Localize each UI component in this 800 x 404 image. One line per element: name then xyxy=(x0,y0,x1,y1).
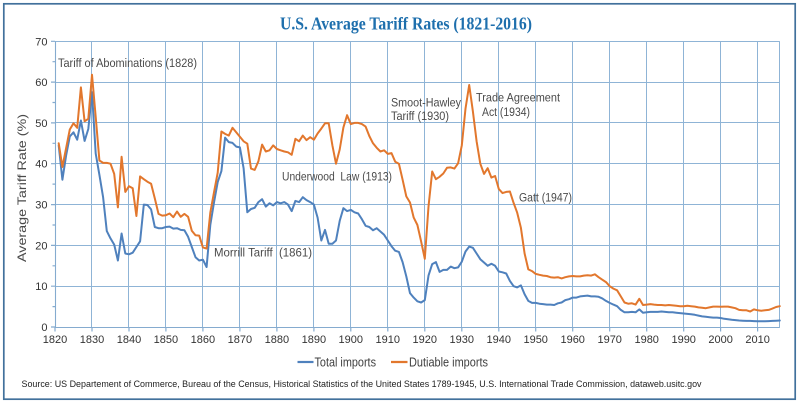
svg-text:1940: 1940 xyxy=(487,334,511,346)
svg-text:70: 70 xyxy=(35,36,47,48)
svg-text:1930: 1930 xyxy=(450,334,474,346)
svg-text:Morrill Tariff (1861): Morrill Tariff (1861) xyxy=(214,246,312,260)
svg-text:1880: 1880 xyxy=(265,334,289,346)
svg-text:1950: 1950 xyxy=(523,334,547,346)
svg-text:1830: 1830 xyxy=(80,334,104,346)
svg-text:1890: 1890 xyxy=(302,334,326,346)
svg-text:50: 50 xyxy=(35,118,47,130)
svg-text:30: 30 xyxy=(35,200,47,212)
svg-text:Total imports: Total imports xyxy=(315,355,377,369)
svg-text:1840: 1840 xyxy=(117,334,141,346)
svg-text:1870: 1870 xyxy=(228,334,252,346)
svg-text:2000: 2000 xyxy=(708,334,732,346)
svg-text:Underwood Law (1913): Underwood Law (1913) xyxy=(282,170,392,184)
svg-text:1920: 1920 xyxy=(413,334,437,346)
svg-text:1970: 1970 xyxy=(597,334,621,346)
svg-text:20: 20 xyxy=(35,240,47,252)
svg-text:1820: 1820 xyxy=(43,334,67,346)
svg-text:Dutiable imports: Dutiable imports xyxy=(409,355,488,369)
svg-text:Trade Agreement: Trade Agreement xyxy=(476,91,561,105)
svg-text:1990: 1990 xyxy=(671,334,695,346)
svg-text:U.S. Average Tariff Rates (182: U.S. Average Tariff Rates (1821-2016) xyxy=(280,14,532,35)
svg-text:2010: 2010 xyxy=(745,334,769,346)
svg-text:1910: 1910 xyxy=(376,334,400,346)
svg-text:10: 10 xyxy=(35,281,47,293)
svg-text:Gatt (1947): Gatt (1947) xyxy=(519,191,572,205)
svg-text:1860: 1860 xyxy=(191,334,215,346)
svg-text:60: 60 xyxy=(35,77,47,89)
svg-text:0: 0 xyxy=(41,322,47,334)
svg-text:Tariff of Abominations (1828): Tariff of Abominations (1828) xyxy=(58,56,197,70)
svg-text:1850: 1850 xyxy=(154,334,178,346)
svg-text:Act (1934): Act (1934) xyxy=(482,105,530,119)
svg-text:40: 40 xyxy=(35,159,47,171)
svg-text:Smoot-Hawley: Smoot-Hawley xyxy=(391,96,462,110)
svg-text:Tariff (1930): Tariff (1930) xyxy=(391,109,449,123)
svg-text:1900: 1900 xyxy=(339,334,363,346)
svg-text:Source: US Departement of Comm: Source: US Departement of Commerce, Bure… xyxy=(22,379,702,390)
svg-text:1960: 1960 xyxy=(560,334,584,346)
svg-text:Average Tariff Rate (%): Average Tariff Rate (%) xyxy=(16,114,29,262)
svg-text:1980: 1980 xyxy=(634,334,658,346)
